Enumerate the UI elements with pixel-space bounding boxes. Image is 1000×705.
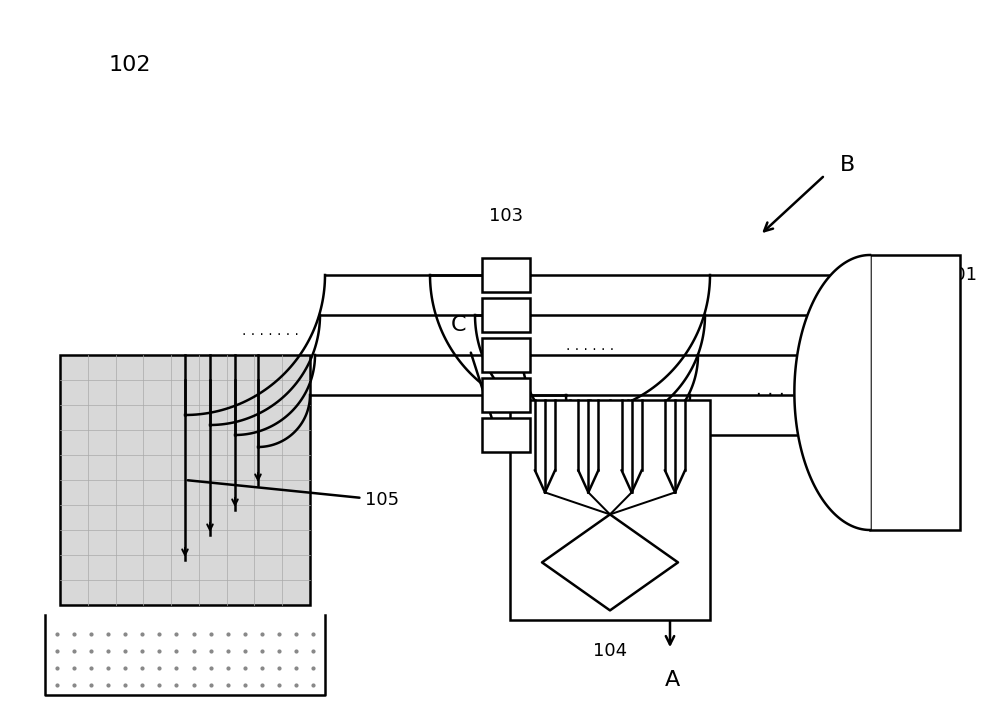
Text: A: A [664, 670, 680, 690]
Text: B: B [840, 155, 855, 175]
Text: 102: 102 [109, 55, 151, 75]
Text: 103: 103 [489, 207, 523, 225]
Text: · · · · · ·: · · · · · · [566, 343, 614, 357]
Bar [482, 298, 530, 332]
Text: · · ·: · · · [756, 386, 784, 404]
Bar [482, 338, 530, 372]
Text: 101: 101 [943, 266, 977, 284]
Text: 105: 105 [188, 480, 399, 509]
Text: 104: 104 [593, 642, 627, 660]
Bar [510, 400, 710, 620]
Polygon shape [794, 255, 870, 530]
Bar [482, 418, 530, 452]
Bar [60, 355, 310, 605]
Bar [482, 258, 530, 292]
Bar [482, 378, 530, 412]
Text: C: C [450, 315, 466, 335]
Text: · · · · · · ·: · · · · · · · [242, 328, 298, 342]
Bar [870, 255, 960, 530]
